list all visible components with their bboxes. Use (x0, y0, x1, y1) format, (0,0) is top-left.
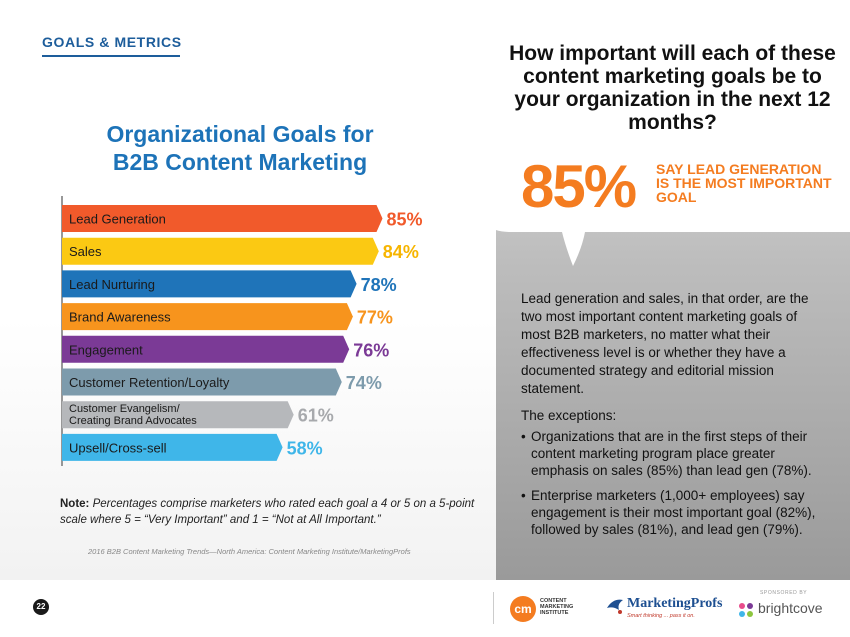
exceptions-title: The exceptions: (521, 408, 617, 423)
bar-category-label: Customer Retention/Loyalty (69, 375, 230, 390)
bar-category-label: Upsell/Cross-sell (69, 440, 167, 455)
section-label: GOALS & METRICS (42, 34, 182, 50)
bar-chart: Lead Generation 85% Sales 84% Lead Nurturing… (61, 196, 423, 466)
bar-value-label: 77% (357, 308, 393, 328)
bar-category-label: Lead Nurturing (69, 277, 155, 292)
page-number: 22 (33, 599, 49, 615)
brightcove-icon (739, 603, 753, 617)
brightcove-name: brightcove (758, 600, 823, 616)
cmi-logo-text: CONTENT MARKETING INSTITUTE (540, 598, 574, 616)
brightcove-logo: brightcove (736, 598, 836, 622)
note-label: Note: (60, 498, 90, 510)
exceptions-list: Organizations that are in the first step… (521, 428, 831, 546)
bar (62, 401, 294, 429)
chart-note: Note: Percentages comprise marketers who… (60, 496, 480, 528)
cmi-logo-icon: cm (510, 596, 536, 622)
bar (62, 433, 283, 461)
bar-value-label: 61% (298, 406, 334, 426)
marketingprofs-tagline: Smart thinking ... pass it on. (627, 613, 695, 619)
source-citation: 2016 B2B Content Marketing Trends—North … (88, 547, 411, 556)
highlight-caption: SAY LEAD GENERATION IS THE MOST IMPORTAN… (656, 161, 832, 205)
section-rule (42, 55, 180, 57)
bar (62, 335, 350, 363)
cmi-logo: cm CONTENT MARKETING INSTITUTE (510, 592, 600, 626)
bar (62, 237, 379, 265)
highlight-value: 85% (521, 153, 637, 220)
bar-value-label: 84% (383, 242, 419, 262)
marketingprofs-name: MarketingProfs (627, 596, 723, 611)
speech-bubble-shape (478, 0, 850, 266)
bar-category-label: Engagement (69, 342, 143, 357)
bar-value-label: 85% (387, 210, 423, 230)
left-panel: GOALS & METRICS Organizational Goals for… (0, 0, 496, 580)
bar-category-label: Brand Awareness (69, 310, 171, 325)
chart-title-line-2: B2B Content Marketing (112, 149, 368, 175)
bar (62, 368, 342, 396)
note-text: Percentages comprise marketers who rated… (60, 498, 475, 526)
bar-value-label: 58% (287, 438, 323, 458)
marketingprofs-logo: MarketingProfs Smart thinking ... pass i… (605, 596, 725, 626)
bar-group: Lead Generation 85% Sales 84% Lead Nurturing… (62, 205, 423, 461)
speech-bubble (478, 0, 850, 266)
chart-title: Organizational Goals for B2B Content Mar… (40, 120, 440, 176)
bar-value-label: 76% (353, 340, 389, 360)
chart-title-line-1: Organizational Goals for (106, 121, 374, 147)
bar-category-label: Customer Evangelism/Creating Brand Advoc… (69, 403, 197, 427)
sponsored-label: SPONSORED BY (760, 590, 808, 596)
footer (0, 580, 850, 637)
callout-question: How important will each of these content… (509, 42, 836, 134)
marketingprofs-bird-icon (607, 599, 623, 614)
bar-category-label: Sales (69, 244, 102, 259)
bar (62, 205, 383, 232)
bar-category-label: Lead Generation (69, 212, 166, 227)
callout-body: Lead generation and sales, in that order… (521, 291, 809, 396)
bar-value-label: 74% (346, 373, 382, 393)
exception-item: Enterprise marketers (1,000+ employees) … (521, 487, 831, 538)
bar-value-label: 78% (361, 275, 397, 295)
bar (62, 270, 357, 298)
bar (62, 303, 353, 331)
exception-item: Organizations that are in the first step… (521, 428, 831, 479)
footer-divider (493, 592, 494, 624)
